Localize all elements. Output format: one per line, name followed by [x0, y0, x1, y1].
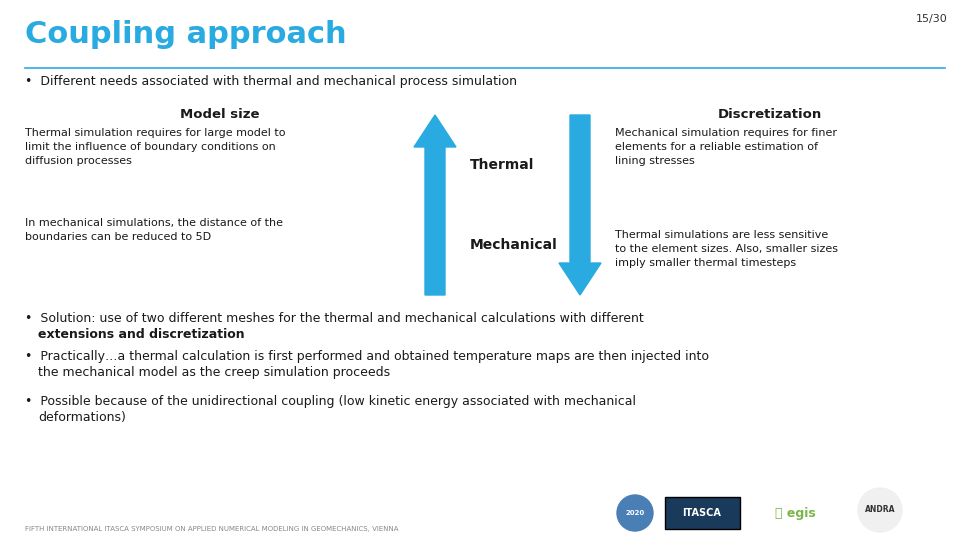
Text: 2020: 2020: [625, 510, 644, 516]
Text: •  Possible because of the unidirectional coupling (low kinetic energy associate: • Possible because of the unidirectional…: [25, 395, 636, 408]
Text: Model size: Model size: [180, 108, 260, 121]
Text: ⓔ egis: ⓔ egis: [775, 507, 815, 519]
Text: Mechanical: Mechanical: [470, 238, 558, 252]
Text: Discretization: Discretization: [718, 108, 822, 121]
Text: the mechanical model as the creep simulation proceeds: the mechanical model as the creep simula…: [38, 366, 390, 379]
FancyArrow shape: [414, 115, 456, 295]
Text: Thermal simulations are less sensitive
to the element sizes. Also, smaller sizes: Thermal simulations are less sensitive t…: [615, 230, 838, 268]
Text: extensions and discretization: extensions and discretization: [38, 328, 245, 341]
Text: deformations): deformations): [38, 411, 126, 424]
Text: In mechanical simulations, the distance of the
boundaries can be reduced to 5D: In mechanical simulations, the distance …: [25, 218, 283, 242]
Text: Thermal simulation requires for large model to
limit the influence of boundary c: Thermal simulation requires for large mo…: [25, 128, 285, 166]
Text: FIFTH INTERNATIONAL ITASCA SYMPOSIUM ON APPLIED NUMERICAL MODELING IN GEOMECHANI: FIFTH INTERNATIONAL ITASCA SYMPOSIUM ON …: [25, 526, 398, 532]
Text: •  Solution: use of two different meshes for the thermal and mechanical calculat: • Solution: use of two different meshes …: [25, 312, 644, 325]
Text: •  Practically…a thermal calculation is first performed and obtained temperature: • Practically…a thermal calculation is f…: [25, 350, 709, 363]
Circle shape: [858, 488, 902, 532]
Text: 15/30: 15/30: [916, 14, 948, 24]
FancyArrow shape: [559, 115, 601, 295]
Text: Thermal: Thermal: [470, 158, 535, 172]
Text: Coupling approach: Coupling approach: [25, 20, 347, 49]
Circle shape: [617, 495, 653, 531]
Text: ANDRA: ANDRA: [865, 505, 896, 515]
FancyBboxPatch shape: [665, 497, 740, 529]
Text: Mechanical simulation requires for finer
elements for a reliable estimation of
l: Mechanical simulation requires for finer…: [615, 128, 837, 166]
Text: •  Different needs associated with thermal and mechanical process simulation: • Different needs associated with therma…: [25, 75, 517, 88]
Text: ITASCA: ITASCA: [683, 508, 721, 518]
